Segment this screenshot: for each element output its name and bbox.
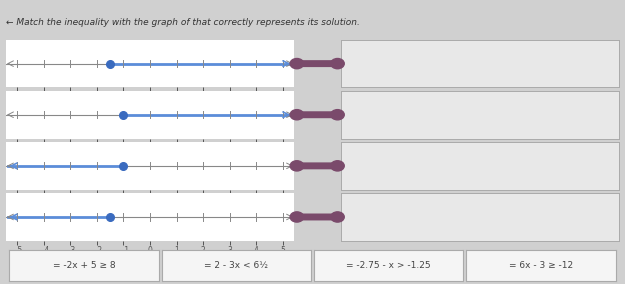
Text: = 2 - 3x < 6½: = 2 - 3x < 6½ — [204, 261, 268, 270]
Text: = 6x - 3 ≥ -12: = 6x - 3 ≥ -12 — [509, 261, 573, 270]
Text: = -2.75 - x > -1.25: = -2.75 - x > -1.25 — [346, 261, 431, 270]
Text: = -2x + 5 ≥ 8: = -2x + 5 ≥ 8 — [52, 261, 115, 270]
Text: ← Match the inequality with the graph of that correctly represents its solution.: ← Match the inequality with the graph of… — [6, 18, 360, 27]
